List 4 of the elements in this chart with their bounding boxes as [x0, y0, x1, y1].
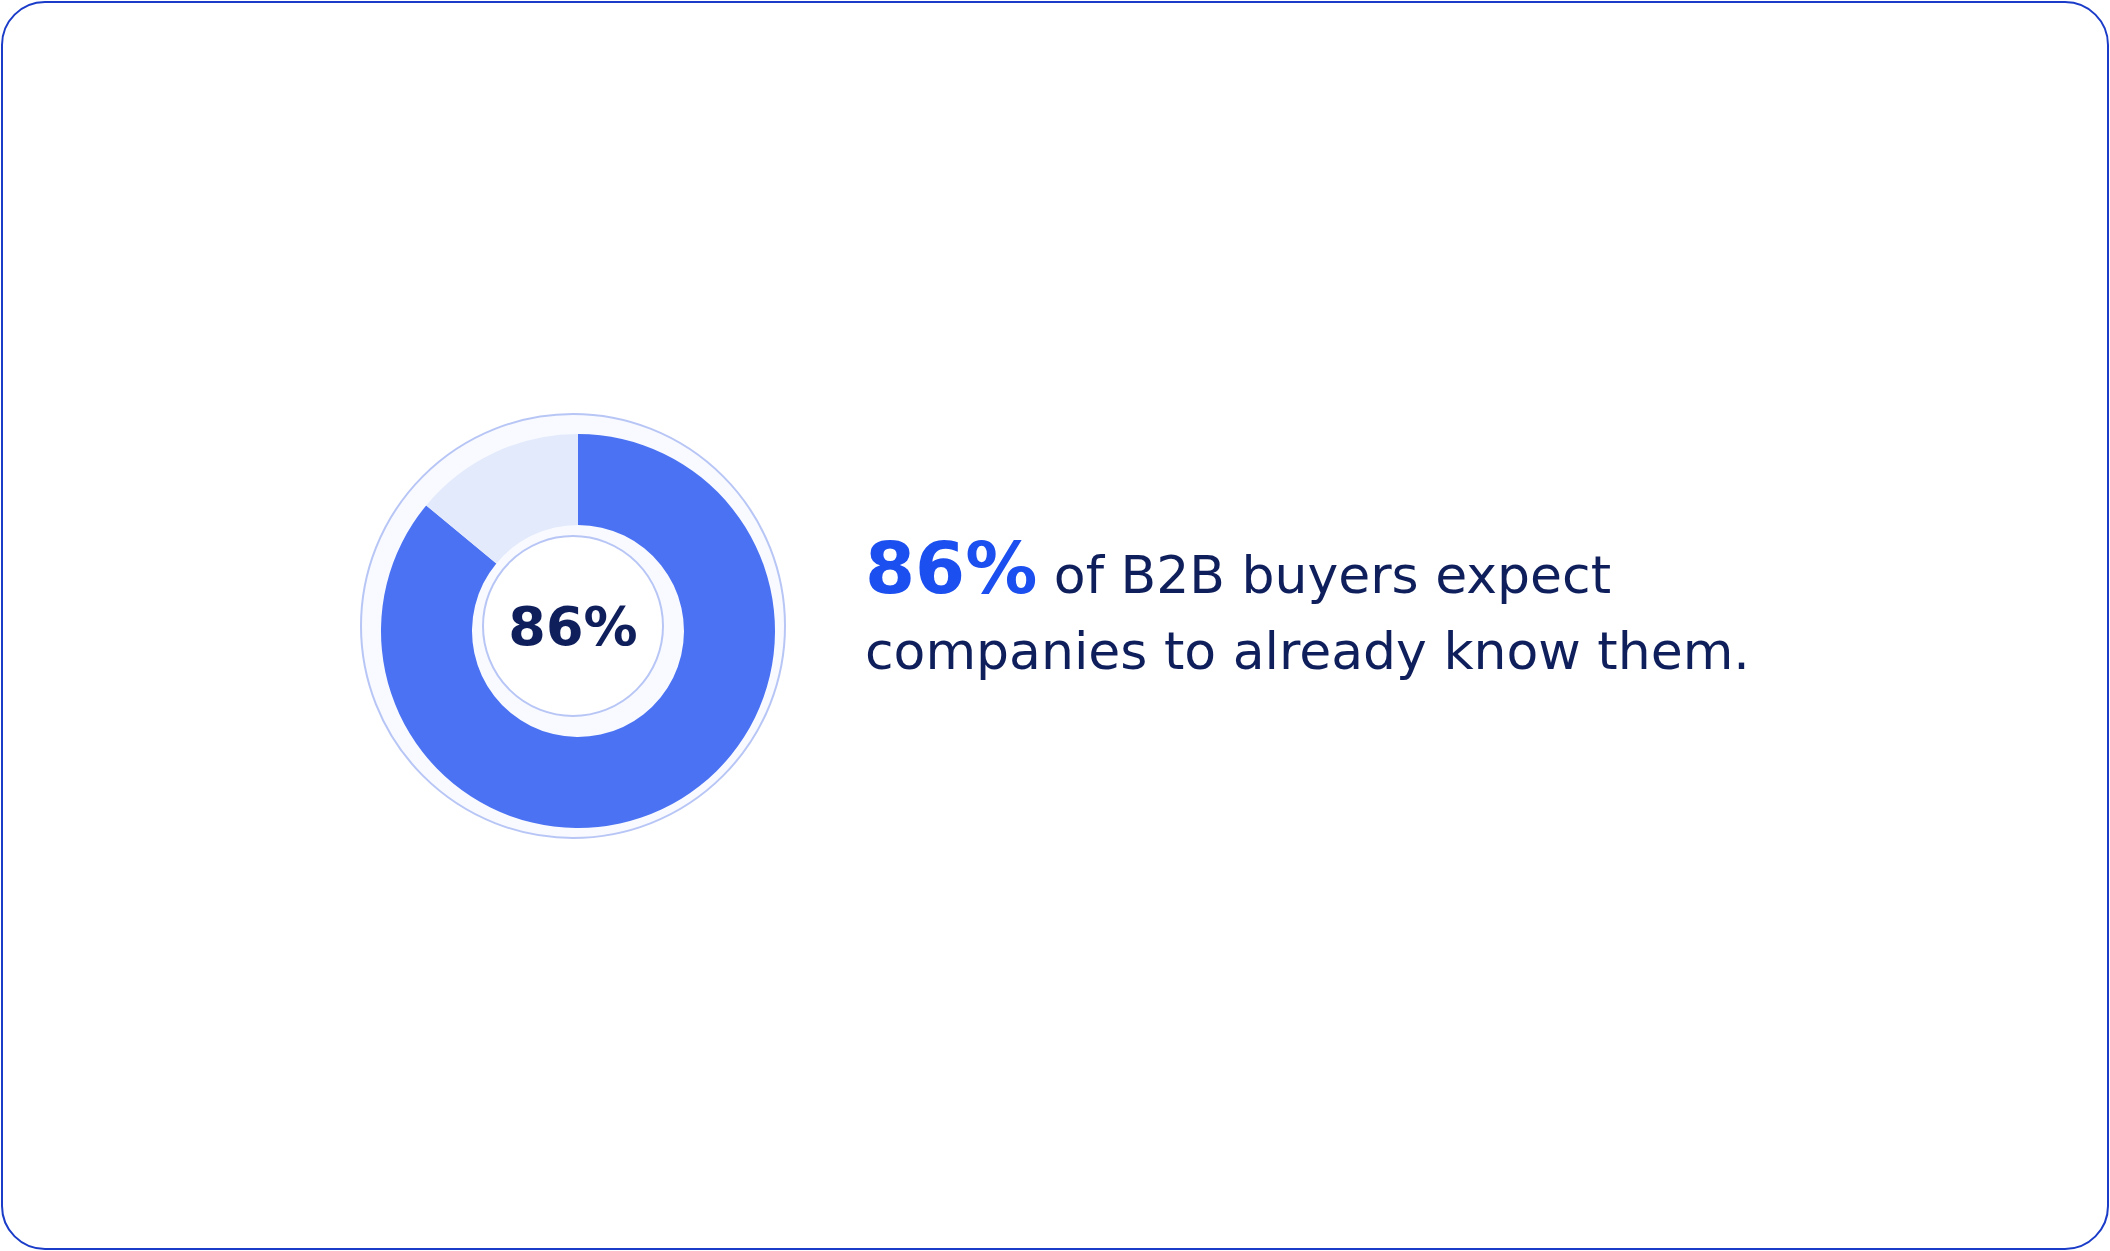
donut-slice [381, 434, 775, 828]
donut-slice [426, 434, 578, 564]
data-label: 86% [508, 594, 638, 658]
text: 86% of B2B buyers expect companies to already know them. [865, 526, 1750, 681]
